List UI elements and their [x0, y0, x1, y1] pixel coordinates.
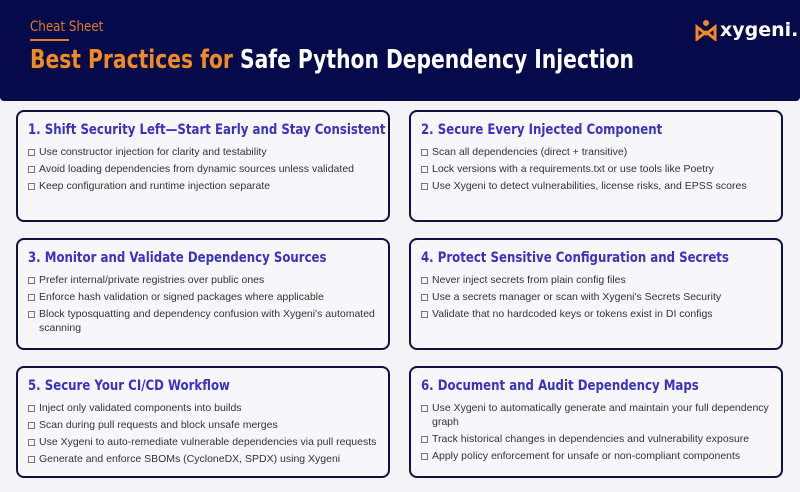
- title-highlight: Best Practices for: [30, 45, 233, 75]
- logo-text: xygeni.: [720, 19, 799, 41]
- checkbox-icon: [28, 166, 35, 173]
- checklist-item-text: Use Xygeni to automatically generate and…: [432, 402, 769, 428]
- checkbox-icon: [421, 453, 428, 460]
- checklist-item: Generate and enforce SBOMs (CycloneDX, S…: [28, 452, 378, 466]
- checkbox-icon: [28, 149, 35, 156]
- checklist-item: Scan during pull requests and block unsa…: [28, 418, 378, 432]
- checkbox-icon: [421, 166, 428, 173]
- checklist-item-text: Use a secrets manager or scan with Xygen…: [432, 291, 722, 303]
- checklist-item-text: Use constructor injection for clarity an…: [39, 146, 267, 158]
- checkbox-icon: [421, 277, 428, 284]
- checkbox-icon: [28, 405, 35, 412]
- checklist-item: Scan all dependencies (direct + transiti…: [421, 145, 771, 159]
- checkbox-icon: [28, 311, 35, 318]
- practice-card: 2. Secure Every Injected Component Scan a…: [409, 110, 783, 222]
- card-title: 4. Protect Sensitive Configuration and S…: [421, 250, 729, 266]
- checkbox-icon: [28, 439, 35, 446]
- practice-card: 6. Document and Audit Dependency Maps Use…: [409, 366, 783, 478]
- checklist-item: Avoid loading dependencies from dynamic …: [28, 162, 378, 176]
- checklist-item: Lock versions with a requirements.txt or…: [421, 162, 771, 176]
- checklist-item-text: Use Xygeni to detect vulnerabilities, li…: [432, 180, 747, 192]
- checklist-item-text: Never inject secrets from plain config f…: [432, 274, 626, 286]
- card-title: 3. Monitor and Validate Dependency Sourc…: [28, 250, 327, 266]
- title-rest: Safe Python Dependency Injection: [239, 45, 634, 75]
- checkbox-icon: [28, 294, 35, 301]
- checklist-item-text: Track historical changes in dependencies…: [432, 433, 750, 445]
- checklist-item: Use a secrets manager or scan with Xygen…: [421, 290, 771, 304]
- checkbox-icon: [421, 149, 428, 156]
- practice-card: 5. Secure Your CI/CD Workflow Inject only…: [16, 366, 390, 478]
- card-title: 6. Document and Audit Dependency Maps: [421, 378, 699, 394]
- checkbox-icon: [28, 183, 35, 190]
- checklist-item: Enforce hash validation or signed packag…: [28, 290, 378, 304]
- checklist-item-text: Enforce hash validation or signed packag…: [39, 291, 324, 303]
- xygeni-logo: xygeni.: [695, 19, 798, 41]
- checkbox-icon: [28, 277, 35, 284]
- checklist-item: Use Xygeni to detect vulnerabilities, li…: [421, 179, 771, 193]
- checklist-item-text: Avoid loading dependencies from dynamic …: [39, 163, 354, 175]
- checklist-item: Keep configuration and runtime injection…: [28, 179, 378, 193]
- card-title: 1. Shift Security Left—Start Early and S…: [28, 122, 386, 138]
- checkbox-icon: [28, 456, 35, 463]
- checklist-item: Prefer internal/private registries over …: [28, 273, 378, 287]
- practice-card: 3. Monitor and Validate Dependency Sourc…: [16, 238, 390, 350]
- checklist-item: Apply policy enforcement for unsafe or n…: [421, 449, 771, 463]
- checklist-item-text: Scan during pull requests and block unsa…: [39, 419, 278, 431]
- checkbox-icon: [421, 183, 428, 190]
- checklist-item-text: Generate and enforce SBOMs (CycloneDX, S…: [39, 453, 341, 465]
- checklist-item-text: Lock versions with a requirements.txt or…: [432, 163, 714, 175]
- checkbox-icon: [421, 405, 428, 412]
- card-title: 5. Secure Your CI/CD Workflow: [28, 378, 230, 394]
- checklist-item-text: Scan all dependencies (direct + transiti…: [432, 146, 628, 158]
- header-banner: Cheat Sheet Best Practices for Safe Pyth…: [0, 0, 800, 101]
- checklist-item-text: Block typosquatting and dependency confu…: [39, 308, 375, 334]
- eyebrow-underline: [30, 39, 69, 41]
- checklist-item: Block typosquatting and dependency confu…: [28, 307, 378, 335]
- checklist-item-text: Keep configuration and runtime injection…: [39, 180, 271, 192]
- xygeni-logo-icon: [695, 20, 717, 41]
- checklist-item: Use Xygeni to automatically generate and…: [421, 401, 771, 429]
- checkbox-icon: [28, 422, 35, 429]
- checklist-item: Use constructor injection for clarity an…: [28, 145, 378, 159]
- checklist-item-text: Validate that no hardcoded keys or token…: [432, 308, 713, 320]
- checklist-item-text: Apply policy enforcement for unsafe or n…: [432, 450, 741, 462]
- checklist-item: Use Xygeni to auto-remediate vulnerable …: [28, 435, 378, 449]
- practice-card: 1. Shift Security Left—Start Early and S…: [16, 110, 390, 222]
- checklist-item: Never inject secrets from plain config f…: [421, 273, 771, 287]
- checklist-item-text: Prefer internal/private registries over …: [39, 274, 265, 286]
- checkbox-icon: [421, 311, 428, 318]
- checkbox-icon: [421, 436, 428, 443]
- checklist-item: Validate that no hardcoded keys or token…: [421, 307, 771, 321]
- checkbox-icon: [421, 294, 428, 301]
- card-title: 2. Secure Every Injected Component: [421, 122, 663, 138]
- checklist-item: Track historical changes in dependencies…: [421, 432, 771, 446]
- checklist-item-text: Use Xygeni to auto-remediate vulnerable …: [39, 436, 377, 448]
- checklist-item: Inject only validated components into bu…: [28, 401, 378, 415]
- practice-card: 4. Protect Sensitive Configuration and S…: [409, 238, 783, 350]
- checklist-item-text: Inject only validated components into bu…: [39, 402, 242, 414]
- eyebrow-label: Cheat Sheet: [30, 19, 104, 35]
- page-title: Best Practices for Safe Python Dependenc…: [30, 45, 634, 75]
